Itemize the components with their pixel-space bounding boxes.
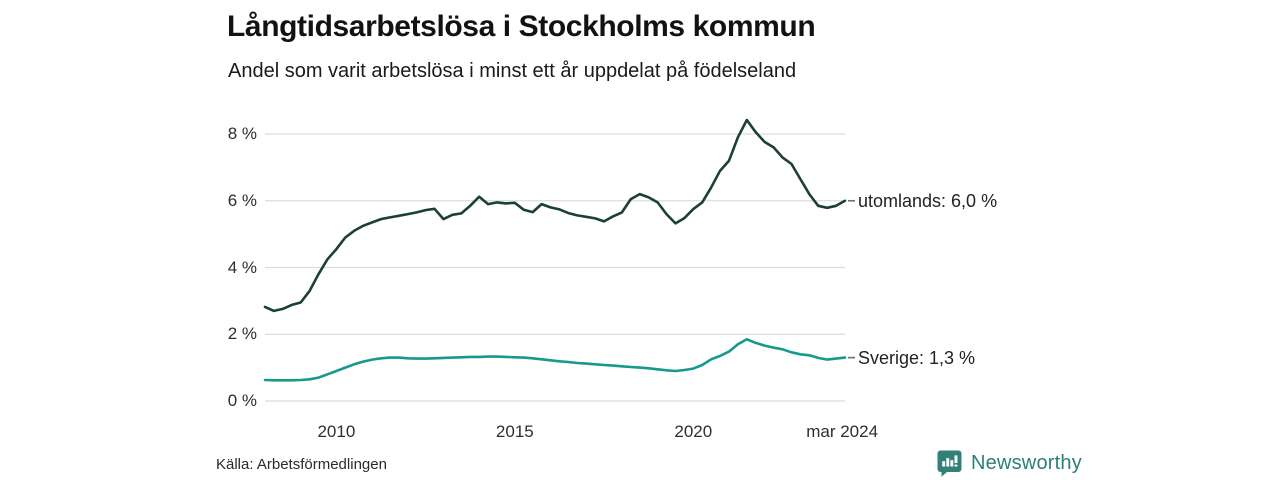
newsworthy-logo-icon [936,449,963,477]
y-axis-tick-label: 6 % [227,190,257,210]
source-note: Källa: Arbetsförmedlingen [216,456,387,473]
series-end-label-sverige: Sverige: 1,3 % [858,347,976,368]
page-subtitle: Andel som varit arbetslösa i minst ett å… [228,60,797,82]
x-axis-tick-label: 2010 [317,422,356,441]
gridlines [265,133,845,402]
y-axis-tick-label: 8 % [227,124,257,143]
series-end-label-utomlands: utomlands: 6,0 % [858,190,998,211]
line-series-Sverige [263,337,847,382]
y-axis-tick-label: 2 % [227,324,257,344]
x-axis-tick-label: 2015 [495,422,534,441]
speech-bubble-shape [937,450,962,477]
y-axis-tick-label: 0 % [227,391,257,410]
series-lines [263,118,847,382]
line-series-utomlands [263,118,847,313]
x-axis-tick-label: 2020 [674,422,713,441]
x-axis-tick-label: mar 2024 [806,422,879,441]
y-axis-tick-label: 4 % [227,257,257,277]
label-leader-dashes [848,199,855,359]
brand-name: Newsworthy [971,451,1082,474]
page-title: Långtidsarbetslösa i Stockholms kommun [227,10,816,43]
brand-footer: Newsworthy [936,449,1082,477]
